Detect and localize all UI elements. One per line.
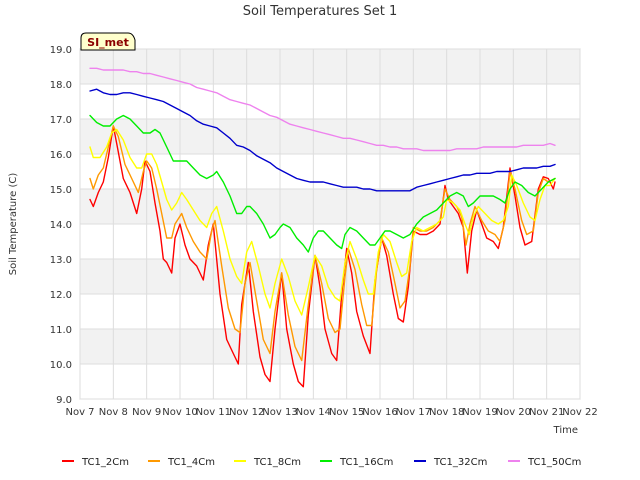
plot-band	[80, 364, 580, 399]
x-tick-label: Nov 15	[329, 407, 364, 418]
y-tick-label: 17.0	[50, 115, 72, 126]
legend-item: TC1_16Cm	[320, 457, 393, 468]
y-tick-label: 9.0	[56, 395, 72, 406]
y-tick-label: 12.0	[50, 290, 72, 301]
legend-label: TC1_2Cm	[81, 457, 129, 468]
plot-band	[80, 49, 580, 84]
x-tick-label: Nov 10	[162, 407, 197, 418]
plot-band	[80, 294, 580, 329]
y-tick-label: 19.0	[50, 45, 72, 56]
legend-item: TC1_4Cm	[148, 457, 215, 468]
y-tick-label: 11.0	[50, 325, 72, 336]
y-tick-label: 15.0	[50, 185, 72, 196]
x-tick-label: Nov 11	[196, 407, 231, 418]
y-tick-label: 18.0	[50, 80, 72, 91]
x-tick-label: Nov 14	[296, 407, 331, 418]
x-tick-label: Nov 20	[496, 407, 531, 418]
legend-label: TC1_50Cm	[527, 457, 581, 468]
x-tick-label: Nov 16	[362, 407, 397, 418]
x-tick-label: Nov 18	[429, 407, 464, 418]
legend-label: TC1_4Cm	[167, 457, 215, 468]
chart-title: Soil Temperatures Set 1	[243, 4, 398, 19]
x-tick-label: Nov 13	[262, 407, 297, 418]
x-tick-label: Nov 7	[65, 407, 94, 418]
y-tick-label: 13.0	[50, 255, 72, 266]
station-badge: SI_met	[80, 32, 136, 51]
x-axis-label: Time	[553, 425, 578, 436]
x-tick-label: Nov 21	[529, 407, 564, 418]
plot-band	[80, 224, 580, 259]
plot-band	[80, 259, 580, 294]
y-tick-label: 14.0	[50, 220, 72, 231]
y-tick-label: 16.0	[50, 150, 72, 161]
legend: TC1_2Cm TC1_4Cm TC1_8Cm TC1_16Cm TC1_32Cm TC1…	[62, 457, 581, 468]
station-badge-box	[80, 32, 136, 51]
x-tick-label: Nov 12	[229, 407, 264, 418]
x-tick-label: Nov 9	[132, 407, 161, 418]
legend-item: TC1_32Cm	[414, 457, 487, 468]
legend-item: TC1_50Cm	[508, 457, 581, 468]
series-lines	[89, 67, 556, 388]
series-line-tc1-32cm	[89, 88, 556, 192]
legend-item: TC1_2Cm	[62, 457, 129, 468]
x-tick-label: Nov 22	[562, 407, 597, 418]
y-axis-label: Soil Temperature (C)	[8, 173, 19, 276]
station-label: SI_met	[87, 36, 129, 49]
legend-label: TC1_16Cm	[339, 457, 393, 468]
series-line-tc1-4cm	[89, 125, 556, 362]
series-line-tc1-8cm	[89, 128, 556, 316]
plot-band	[80, 119, 580, 154]
x-tick-label: Nov 19	[462, 407, 497, 418]
plot-band	[80, 84, 580, 119]
series-line-tc1-50cm	[89, 67, 556, 152]
x-tick-label: Nov 17	[396, 407, 431, 418]
y-tick-label: 10.0	[50, 360, 72, 371]
legend-label: TC1_8Cm	[253, 457, 301, 468]
legend-label: TC1_32Cm	[433, 457, 487, 468]
legend-item: TC1_8Cm	[234, 457, 301, 468]
series-line-tc1-16cm	[89, 114, 556, 253]
x-tick-label: Nov 8	[99, 407, 128, 418]
